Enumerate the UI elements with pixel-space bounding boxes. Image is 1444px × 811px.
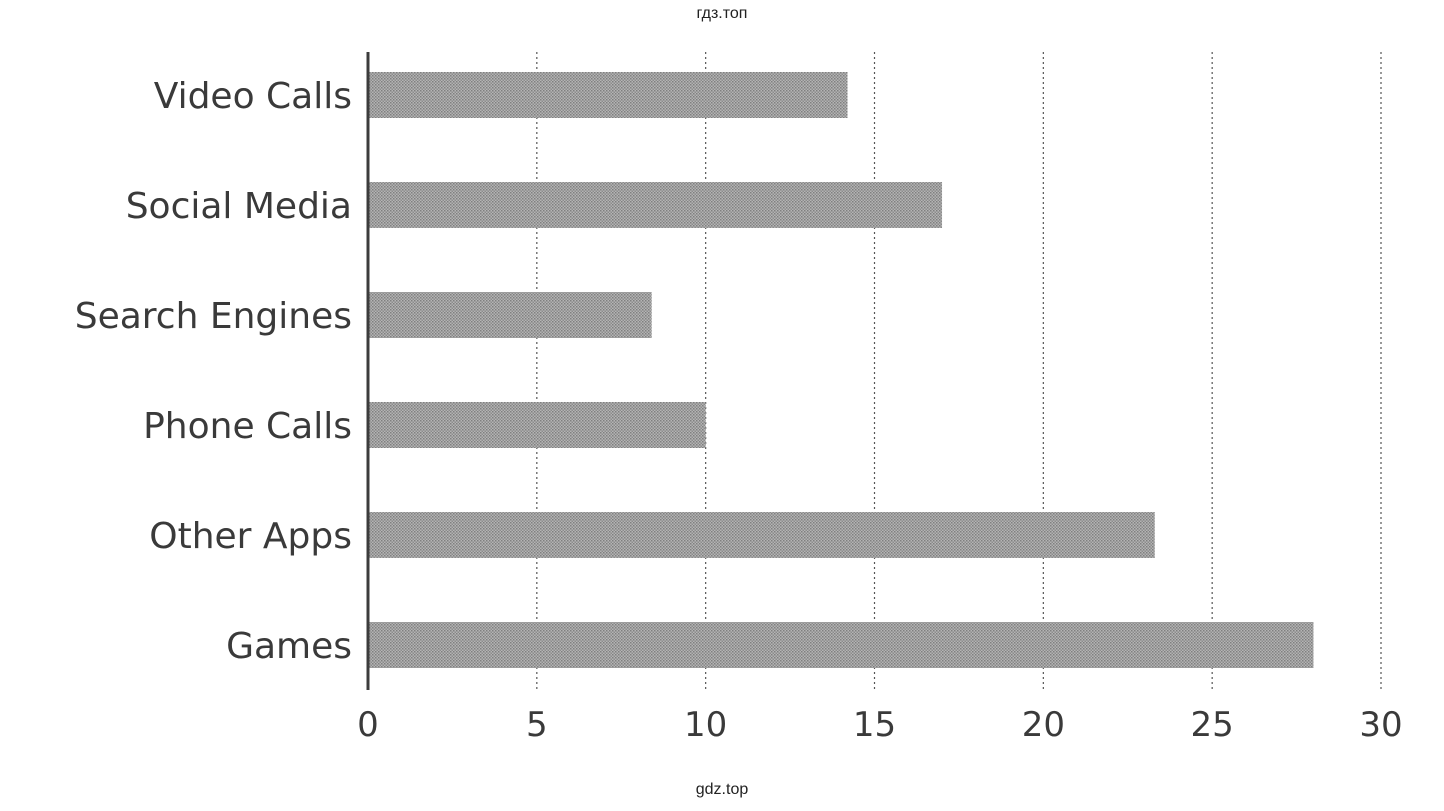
x-tick-label: 25 <box>1191 705 1234 745</box>
bar-other-apps <box>369 512 1155 558</box>
category-labels: Video Calls Social Media Search Engines Pho… <box>75 76 352 667</box>
grid-lines <box>536 52 1382 690</box>
category-label: Phone Calls <box>143 406 352 447</box>
category-label: Video Calls <box>154 76 352 117</box>
bar-social-media <box>369 182 943 228</box>
x-tick-labels: 0 5 10 15 20 25 30 <box>357 705 1402 745</box>
category-label: Search Engines <box>75 296 352 337</box>
bar-games <box>369 622 1314 668</box>
watermark-top: гдз.топ <box>696 5 748 22</box>
x-tick-label: 5 <box>526 705 548 745</box>
x-tick-label: 0 <box>357 705 379 745</box>
category-label: Other Apps <box>149 516 352 557</box>
watermark-bottom: gdz.top <box>695 781 749 798</box>
bars <box>369 72 1314 668</box>
x-tick-label: 10 <box>684 705 727 745</box>
category-label: Games <box>226 626 352 667</box>
bar-search-engines <box>369 292 652 338</box>
category-label: Social Media <box>126 186 352 227</box>
bar-phone-calls <box>369 402 706 448</box>
bar-video-calls <box>369 72 848 118</box>
x-tick-label: 30 <box>1359 705 1402 745</box>
x-tick-label: 15 <box>853 705 896 745</box>
x-tick-label: 20 <box>1022 705 1065 745</box>
